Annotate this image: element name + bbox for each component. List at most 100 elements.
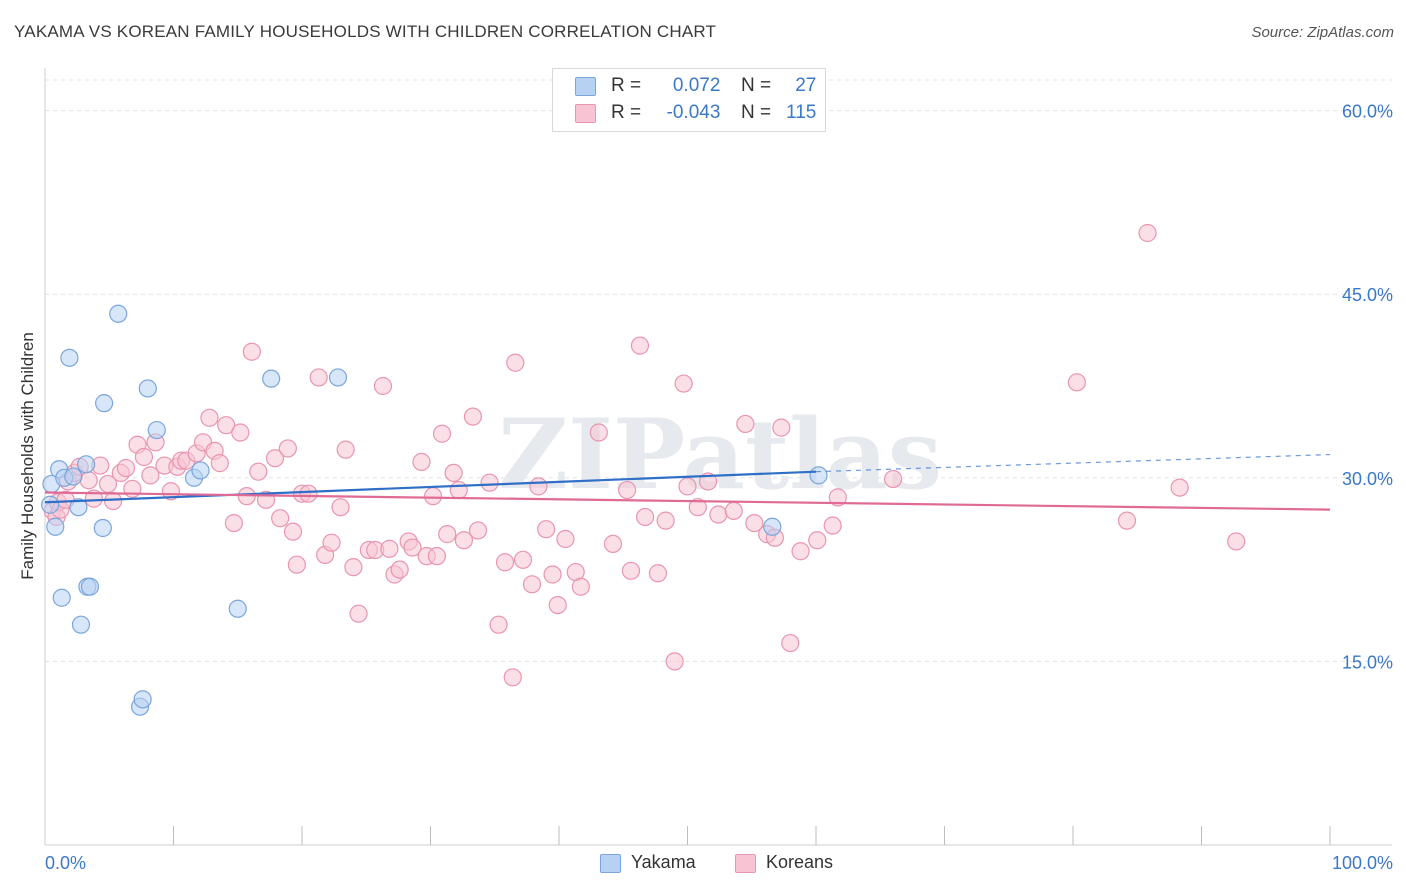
- koreans-point: [503, 668, 522, 687]
- koreans-point: [249, 462, 268, 481]
- x-tick-labels: 0.0% 100.0%: [45, 853, 1393, 873]
- yakama-trend-line: [44, 470, 817, 504]
- koreans-point: [309, 368, 328, 387]
- koreans-point: [84, 489, 103, 508]
- koreans-point: [231, 423, 250, 442]
- koreans-point: [271, 509, 290, 528]
- koreans-point: [217, 416, 236, 435]
- koreans-point: [480, 473, 499, 492]
- koreans-legend-label: Koreans: [766, 852, 834, 872]
- yakama-point: [95, 394, 114, 413]
- yakama-swatch: [575, 77, 596, 96]
- yakama-point: [93, 518, 112, 538]
- source-label: Source: ZipAtlas.com: [1251, 24, 1394, 41]
- axes: [44, 68, 1392, 846]
- n-label: N =: [740, 102, 772, 123]
- koreans-point: [543, 565, 562, 584]
- koreans-point: [589, 423, 608, 442]
- koreans-point: [603, 534, 623, 553]
- koreans-point: [745, 513, 764, 533]
- koreans-point: [283, 522, 303, 541]
- koreans-point: [506, 353, 525, 372]
- koreans-point: [344, 558, 363, 577]
- yakama-legend-label: Yakama: [631, 852, 696, 872]
- koreans-point: [489, 615, 508, 634]
- yakama-point: [133, 690, 152, 709]
- yakama-point: [109, 304, 128, 323]
- koreans-point: [513, 550, 533, 569]
- koreans-point: [1117, 511, 1137, 530]
- n-value: 115: [786, 102, 817, 123]
- watermark: ZIPatlas: [498, 398, 942, 511]
- koreans-point: [665, 652, 684, 671]
- koreans-point: [79, 471, 98, 490]
- x-tick-label: 0.0%: [45, 853, 86, 873]
- yakama-point: [763, 517, 782, 536]
- y-tick-label: 30.0%: [1342, 469, 1393, 489]
- yakama-point: [328, 368, 348, 387]
- koreans-point: [1138, 223, 1157, 243]
- koreans-point: [336, 440, 355, 459]
- koreans-point: [412, 452, 431, 471]
- yakama-point: [41, 495, 60, 514]
- yakama-point: [262, 369, 281, 388]
- y-tick-label: 60.0%: [1342, 102, 1393, 122]
- r-value: 0.072: [672, 75, 721, 96]
- koreans-point: [537, 520, 556, 539]
- yakama-point: [71, 615, 91, 634]
- koreans-point: [724, 501, 743, 520]
- koreans-point: [781, 633, 800, 653]
- koreans-point: [522, 575, 542, 594]
- koreans-trend-line: [44, 491, 1331, 511]
- trend-lines: [44, 453, 1331, 511]
- y-tick-label: 45.0%: [1342, 285, 1393, 305]
- koreans-point: [468, 521, 488, 540]
- koreans-point: [224, 513, 243, 533]
- koreans-point: [621, 561, 641, 580]
- koreans-point: [808, 531, 827, 550]
- n-label: N =: [740, 75, 772, 96]
- koreans-swatch: [575, 104, 596, 123]
- koreans-point: [678, 477, 697, 496]
- y-tick-labels: 15.0% 30.0% 45.0% 60.0%: [1342, 102, 1393, 673]
- y-axis-label: Family Households with Children: [18, 332, 37, 580]
- r-label: R =: [611, 75, 642, 96]
- n-value: 27: [795, 75, 817, 96]
- yakama-point: [191, 461, 210, 480]
- koreans-point: [373, 376, 393, 396]
- koreans-point: [791, 542, 810, 561]
- koreans-point: [1170, 478, 1189, 497]
- koreans-legend-swatch: [735, 854, 756, 873]
- koreans-point: [449, 480, 468, 500]
- koreans-point: [390, 560, 409, 579]
- koreans-point: [823, 516, 842, 535]
- koreans-point: [210, 454, 229, 473]
- correlation-legend: R = 0.072 N = 27 R = -0.043 N = 115: [552, 68, 826, 132]
- koreans-point: [556, 529, 575, 549]
- y-tick-label: 15.0%: [1342, 652, 1393, 672]
- koreans-point: [571, 577, 590, 596]
- koreans-point: [161, 482, 181, 501]
- koreans-point: [200, 408, 219, 427]
- koreans-point: [444, 463, 463, 483]
- yakama-point: [46, 517, 65, 536]
- koreans-point: [454, 531, 474, 550]
- chart-title: YAKAMA VS KOREAN FAMILY HOUSEHOLDS WITH …: [14, 22, 717, 41]
- koreans-point: [548, 595, 567, 615]
- r-label: R =: [611, 102, 642, 123]
- yakama-point: [228, 599, 247, 618]
- koreans-point: [688, 498, 707, 517]
- koreans-point: [322, 533, 341, 552]
- koreans-point: [828, 488, 847, 507]
- koreans-point: [883, 469, 903, 489]
- koreans-point: [618, 480, 637, 500]
- x-tick-label: 100.0%: [1332, 853, 1393, 873]
- yakama-point: [60, 348, 79, 367]
- koreans-point: [380, 539, 399, 558]
- koreans-point: [265, 449, 285, 468]
- yakama-point: [80, 577, 100, 596]
- koreans-point: [432, 424, 452, 443]
- koreans-point: [529, 477, 548, 496]
- koreans-point: [772, 418, 791, 437]
- koreans-point: [438, 525, 457, 544]
